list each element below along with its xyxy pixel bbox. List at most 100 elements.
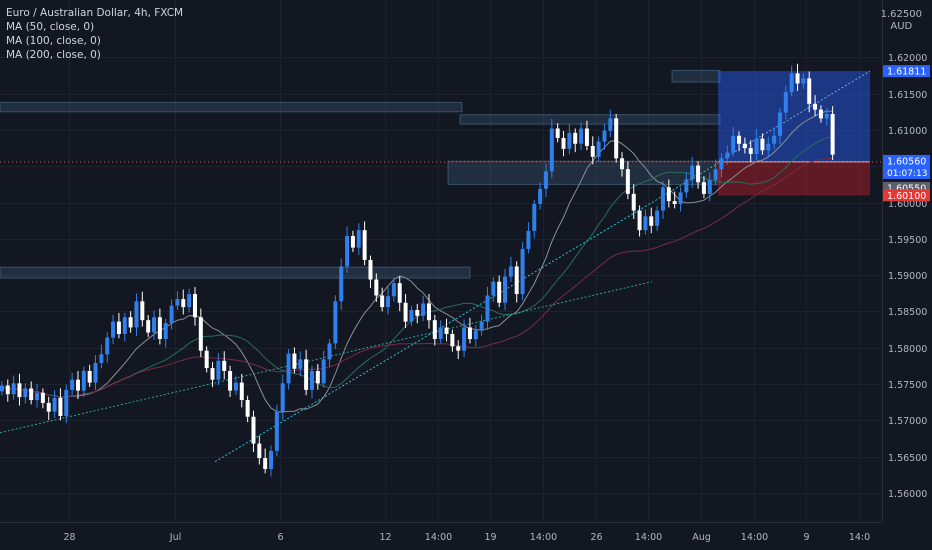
candle-body — [731, 135, 736, 153]
candle — [228, 365, 233, 397]
candle-body — [579, 128, 584, 144]
price-axis[interactable]: 1.56000 1.56500 1.57000 1.57500 1.58000 1.585… — [882, 0, 932, 550]
candle — [187, 288, 192, 313]
candle-body — [549, 128, 554, 172]
candle-body — [23, 388, 28, 398]
zone-rect — [459, 114, 721, 125]
price-label-stop: 1.60100 — [883, 189, 930, 202]
candle — [128, 311, 133, 333]
candle-body — [590, 145, 595, 157]
candle-body — [462, 327, 467, 351]
candle — [772, 127, 777, 150]
candle-body — [526, 230, 531, 250]
candle-body — [584, 128, 589, 146]
candle-body — [520, 249, 525, 295]
candle — [333, 295, 338, 349]
time-tick-label: 14:00 — [635, 532, 662, 543]
candle-body — [543, 171, 548, 189]
candle-body — [251, 416, 256, 444]
candle-body — [263, 458, 268, 470]
candle-body — [713, 169, 718, 181]
candle-body — [70, 379, 75, 390]
candle-body — [426, 303, 431, 321]
candle-body — [637, 210, 642, 231]
legend-ma50[interactable]: MA (50, close, 0) — [6, 21, 95, 33]
candle — [210, 361, 215, 388]
candle — [415, 303, 420, 324]
candle-body — [409, 310, 414, 322]
candle — [263, 448, 268, 474]
currency-code: AUD — [890, 21, 913, 32]
candle — [707, 172, 712, 202]
candle — [52, 390, 57, 419]
legend-ma200[interactable]: MA (200, close, 0) — [6, 49, 101, 61]
candle — [737, 131, 742, 152]
candle-body — [491, 281, 496, 296]
legend-ma100[interactable]: MA (100, close, 0) — [6, 35, 101, 47]
candle-body — [719, 158, 724, 170]
price-label-target: 1.61811 — [883, 65, 930, 78]
candle — [286, 349, 291, 390]
candle-body — [374, 279, 379, 296]
time-tick-label: 26 — [590, 532, 602, 543]
price-tick-label: 1.58000 — [888, 344, 927, 355]
candle — [561, 130, 566, 157]
candle-body — [807, 78, 812, 104]
price-tick-label: 1.59500 — [888, 235, 927, 246]
candle-body — [690, 165, 695, 180]
candle — [432, 314, 437, 346]
candle — [70, 372, 75, 396]
candle-body — [573, 132, 578, 144]
price-tick-label: 1.56500 — [888, 453, 927, 464]
candle-body — [321, 359, 326, 384]
symbol-title[interactable]: Euro / Australian Dollar, 4h, FXCM — [6, 7, 184, 19]
time-tick-label: 9 — [803, 532, 809, 543]
candle — [233, 375, 238, 395]
price-tick-label: 1.58500 — [888, 307, 927, 318]
candle — [520, 242, 525, 301]
candle-body — [216, 360, 221, 380]
ma-line — [1, 110, 833, 413]
candle-body — [286, 353, 291, 384]
candle — [386, 286, 391, 315]
candle — [631, 184, 636, 219]
candle-body — [824, 113, 829, 119]
candle — [339, 258, 344, 310]
candle — [491, 277, 496, 302]
candle-body — [696, 165, 701, 183]
price-tick-label: 1.60000 — [888, 199, 927, 210]
candle — [479, 314, 484, 336]
candle — [327, 339, 332, 367]
candle-body — [450, 333, 455, 347]
time-tick-label: 28 — [63, 532, 75, 543]
candle — [146, 314, 151, 337]
candle-body — [467, 327, 472, 340]
time-axis[interactable]: 28 Jul 6 12 14:00 19 14:00 26 14:00 Aug 14:00 9 14:0 — [0, 522, 882, 544]
trend-lines[interactable] — [0, 162, 719, 463]
candle-body — [625, 169, 630, 194]
candle — [239, 373, 244, 408]
candle — [666, 179, 671, 208]
candle — [321, 350, 326, 388]
time-tick-label: 14:00 — [741, 532, 768, 543]
long-position-tool[interactable] — [0, 70, 882, 196]
candle-body — [684, 179, 689, 193]
zone-rect — [671, 69, 721, 83]
candle — [157, 308, 162, 345]
candle-body — [187, 294, 192, 308]
time-tick-label: Aug — [692, 532, 711, 543]
candle — [514, 261, 519, 303]
candle-body — [362, 230, 367, 260]
candle-body — [298, 359, 303, 369]
candle-body — [93, 363, 98, 383]
candle — [304, 349, 309, 396]
candle-body — [649, 216, 654, 226]
candle — [245, 395, 250, 423]
candle-body — [105, 337, 110, 355]
candle-body — [140, 301, 145, 321]
candle — [678, 187, 683, 212]
candle-body — [397, 283, 402, 303]
candle — [754, 129, 759, 161]
candle-body — [29, 388, 34, 401]
